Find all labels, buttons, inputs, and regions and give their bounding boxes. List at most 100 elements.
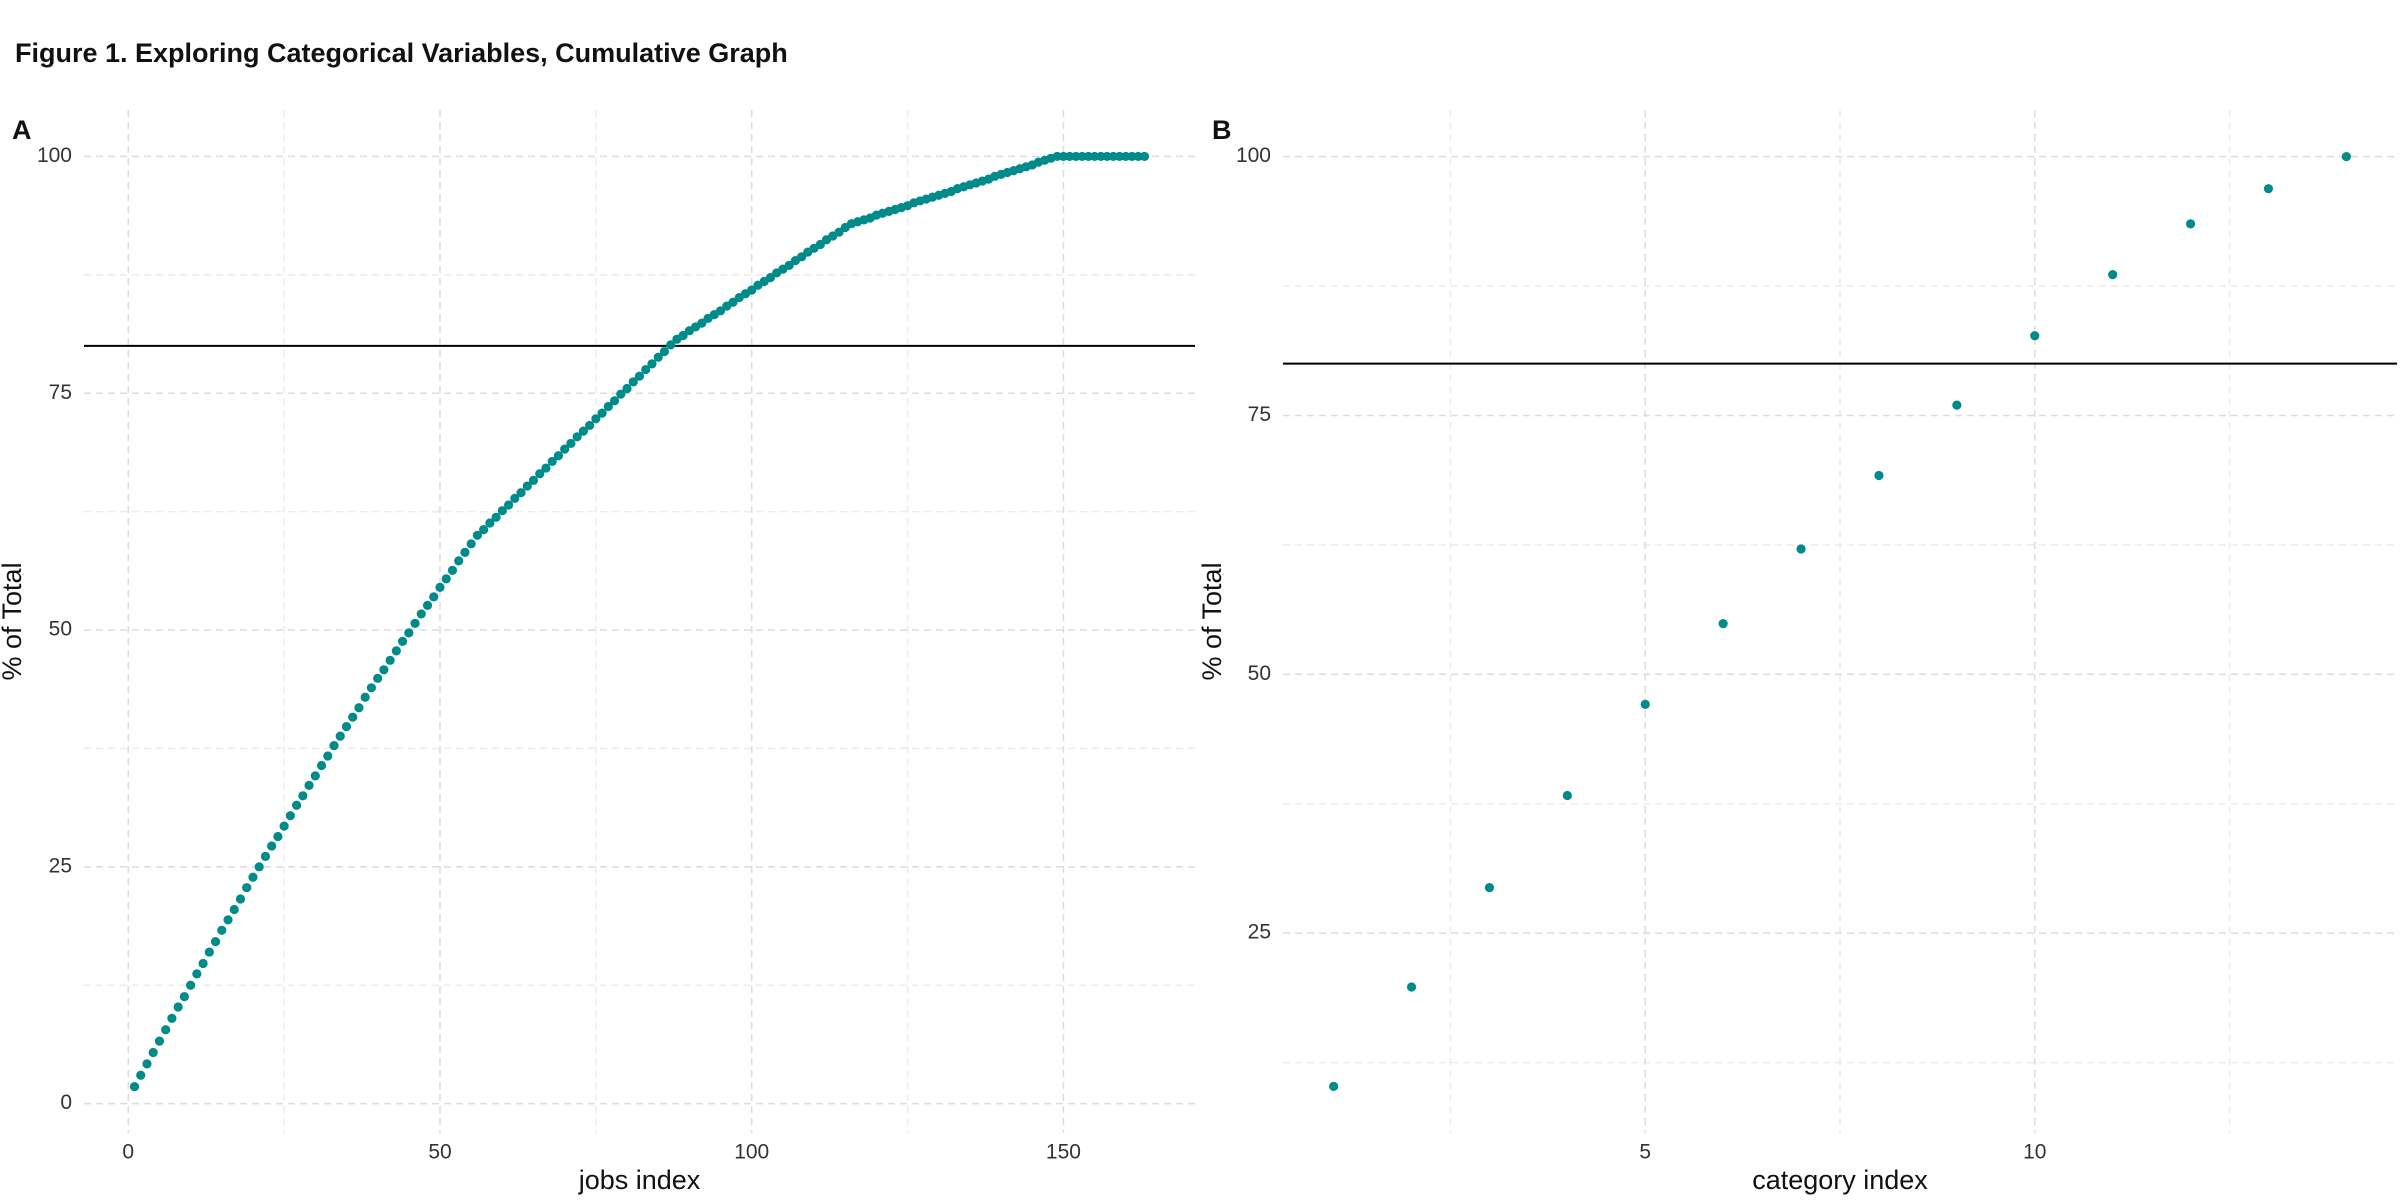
point [1874, 470, 1884, 481]
point [541, 463, 551, 473]
point [466, 539, 476, 549]
point [585, 420, 595, 431]
y-tick-label: 100 [1236, 144, 1271, 167]
x-axis-label: category index [1752, 1165, 1928, 1195]
point [441, 574, 451, 584]
x-tick-label: 150 [1046, 1141, 1081, 1164]
point [316, 760, 327, 771]
point [510, 493, 520, 503]
point [454, 556, 464, 566]
point [491, 512, 501, 522]
point [566, 438, 576, 449]
point [1406, 982, 1417, 992]
point [815, 239, 825, 250]
point [229, 904, 239, 915]
point [653, 352, 663, 362]
y-tick-label: 50 [1248, 662, 1271, 685]
point [1718, 618, 1728, 629]
point [179, 992, 189, 1002]
point [447, 565, 458, 575]
point [609, 396, 620, 406]
point [310, 771, 320, 781]
point [2030, 331, 2040, 341]
point [641, 364, 651, 375]
point [329, 740, 339, 751]
point [404, 628, 414, 638]
point [1640, 699, 1650, 709]
panel-label: B [1212, 115, 1232, 145]
point [285, 811, 295, 821]
point [323, 751, 333, 761]
point [834, 227, 844, 237]
point [634, 371, 645, 381]
point [535, 469, 545, 479]
panel-label: A [12, 115, 32, 145]
point [2263, 184, 2274, 194]
point [385, 655, 395, 665]
point [242, 883, 252, 893]
y-axis-label: % of Total [0, 562, 27, 680]
point [497, 506, 507, 516]
point [622, 383, 632, 394]
y-axis-label: % of Total [1197, 562, 1227, 680]
point [472, 530, 483, 540]
point [2108, 270, 2118, 280]
point [161, 1025, 171, 1035]
x-tick-label: 50 [428, 1141, 451, 1164]
point [142, 1059, 152, 1069]
point [210, 937, 221, 947]
point [304, 780, 314, 790]
point [254, 862, 264, 872]
point [223, 915, 233, 925]
x-tick-label: 10 [2023, 1141, 2046, 1164]
point [547, 456, 557, 467]
y-tick-label: 75 [1248, 403, 1271, 426]
point [248, 872, 258, 882]
point [603, 401, 613, 412]
point [267, 841, 277, 851]
point [335, 731, 345, 741]
y-tick-label: 0 [60, 1091, 72, 1114]
point [659, 346, 670, 357]
point [784, 260, 794, 270]
point [715, 306, 726, 316]
point [1484, 883, 1495, 893]
point [148, 1047, 158, 1058]
y-tick-label: 25 [1248, 921, 1271, 944]
point [728, 297, 738, 307]
point [354, 703, 364, 713]
point [628, 377, 638, 387]
point [578, 426, 588, 436]
point [273, 831, 283, 842]
point [503, 500, 514, 510]
point [298, 791, 308, 801]
point [416, 609, 426, 619]
point [647, 359, 657, 369]
point [260, 851, 271, 862]
point [397, 636, 408, 646]
point [560, 444, 570, 454]
y-tick-label: 50 [49, 618, 72, 641]
x-axis-label: jobs index [578, 1165, 701, 1195]
point [429, 592, 439, 602]
point [435, 582, 445, 593]
point [485, 518, 495, 528]
point [553, 451, 564, 461]
point [379, 665, 389, 675]
point [460, 547, 470, 557]
point [796, 252, 807, 262]
point [1562, 790, 1572, 801]
point [235, 894, 246, 904]
y-tick-label: 25 [49, 854, 72, 877]
x-tick-label: 5 [1639, 1141, 1651, 1164]
point [129, 1081, 140, 1092]
point [597, 408, 607, 418]
point [572, 432, 582, 442]
point [591, 414, 601, 424]
point [154, 1036, 165, 1046]
x-tick-label: 0 [122, 1141, 134, 1164]
point [697, 318, 707, 328]
point [522, 481, 532, 491]
point [391, 646, 401, 656]
point [410, 618, 420, 628]
